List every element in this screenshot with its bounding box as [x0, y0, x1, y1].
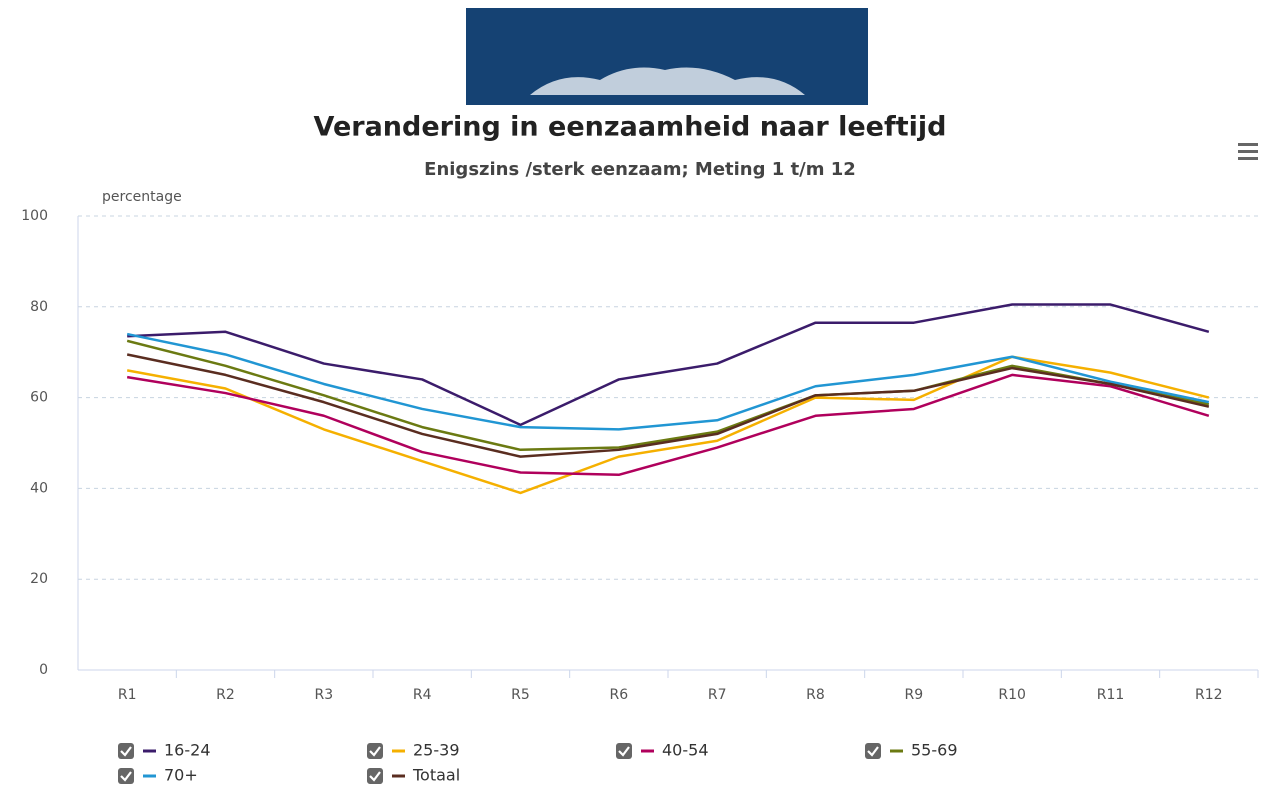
y-tick-label: 80 — [30, 299, 48, 315]
legend-check — [369, 771, 381, 782]
series-line — [126, 373, 1210, 477]
legend-item[interactable]: Totaal — [367, 766, 460, 785]
x-tick-label: R6 — [610, 687, 629, 703]
series-line — [126, 353, 1210, 458]
y-tick-label: 20 — [30, 571, 48, 587]
x-tick-label: R7 — [708, 687, 727, 703]
legend-item[interactable]: 16-24 — [118, 741, 211, 760]
y-tick-label: 0 — [39, 662, 48, 678]
chart-subtitle: Enigszins /sterk eenzaam; Meting 1 t/m 1… — [424, 159, 856, 180]
legend-label: 70+ — [164, 766, 198, 785]
legend-label: 40-54 — [662, 741, 709, 760]
legend-label: 55-69 — [911, 741, 958, 760]
x-tick-label: R9 — [905, 687, 924, 703]
menu-button[interactable] — [1238, 143, 1258, 160]
series-line — [126, 355, 1210, 495]
x-tick-label: R12 — [1195, 687, 1223, 703]
x-tick-label: R11 — [1097, 687, 1125, 703]
legend-item[interactable]: 70+ — [118, 766, 198, 785]
legend-check — [369, 746, 381, 757]
x-tick-label: R2 — [216, 687, 235, 703]
logo-emblem — [530, 67, 805, 95]
legend-check — [120, 746, 132, 757]
legend-checkbox[interactable] — [865, 743, 881, 759]
legend-label: Totaal — [412, 766, 460, 785]
series-line — [126, 332, 1210, 431]
x-tick-label: R1 — [118, 687, 137, 703]
legend-item[interactable]: 55-69 — [865, 741, 958, 760]
x-tick-label: R8 — [806, 687, 825, 703]
x-tick-label: R3 — [315, 687, 334, 703]
y-tick-label: 100 — [21, 208, 48, 224]
y-tick-label: 40 — [30, 480, 48, 496]
legend-label: 16-24 — [164, 741, 211, 760]
series-line — [126, 339, 1210, 452]
chart-title: Verandering in eenzaamheid naar leeftijd — [314, 112, 947, 143]
legend-check — [618, 746, 630, 757]
x-tick-label: R4 — [413, 687, 432, 703]
legend-checkbox[interactable] — [616, 743, 632, 759]
legend-checkbox[interactable] — [367, 743, 383, 759]
x-tick-label: R10 — [998, 687, 1026, 703]
legend-checkbox[interactable] — [367, 768, 383, 784]
y-axis-label: percentage — [102, 189, 182, 205]
legend-check — [120, 771, 132, 782]
y-tick-label: 60 — [30, 390, 48, 406]
legend-item[interactable]: 25-39 — [367, 741, 460, 760]
series-line — [127, 303, 1210, 427]
x-tick-label: R5 — [511, 687, 530, 703]
legend-item[interactable]: 40-54 — [616, 741, 709, 760]
legend-check — [867, 746, 879, 757]
legend-label: 25-39 — [413, 741, 460, 760]
legend-checkbox[interactable] — [118, 768, 134, 784]
legend-checkbox[interactable] — [118, 743, 134, 759]
